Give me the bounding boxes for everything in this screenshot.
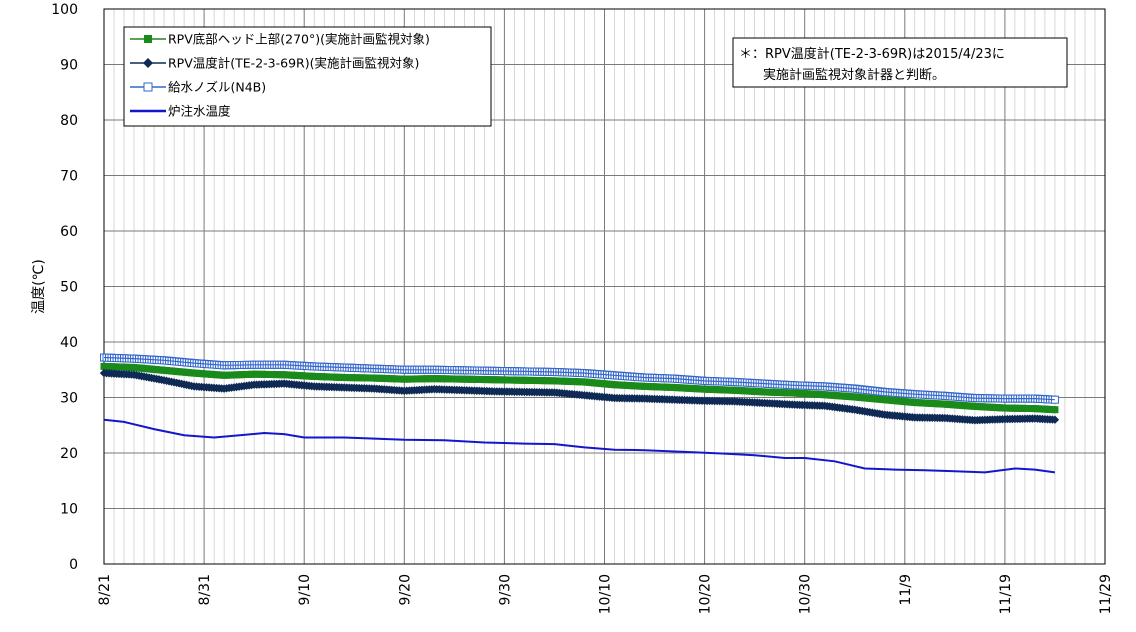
y-tick-label: 70: [60, 169, 78, 185]
legend-marker: [144, 35, 152, 43]
series-line: [103, 418, 1056, 474]
y-tick-label: 60: [60, 224, 78, 240]
legend-box: [123, 26, 492, 127]
series-line: [103, 365, 1055, 411]
x-tick-label: 10/20: [698, 574, 714, 614]
series-4: [103, 418, 1056, 474]
y-tick-label: 30: [60, 391, 78, 407]
legend-item-3: 給水ノズル(N4B): [130, 80, 266, 95]
x-tick-label: 10/30: [798, 574, 814, 614]
note-frame: [732, 37, 1068, 88]
series-line: [103, 356, 1055, 401]
y-tick-label: 100: [51, 2, 78, 18]
major-gridlines: [104, 9, 1105, 564]
legend-marker: [143, 82, 153, 92]
x-tick-label: 11/29: [1098, 574, 1114, 614]
x-tick-label: 9/20: [397, 574, 413, 605]
data-point: [1050, 415, 1060, 424]
legend-marker: [143, 58, 153, 68]
y-tick-label: 50: [60, 280, 78, 296]
y-tick-label: 40: [60, 335, 78, 351]
series-2: [99, 368, 1060, 425]
x-tick-label: 9/30: [497, 574, 513, 605]
y-tick-label: 20: [60, 446, 78, 462]
x-tick-label: 9/10: [297, 574, 313, 605]
y-tick-label: 80: [60, 113, 78, 129]
y-axis-label: 温度(℃): [31, 259, 47, 314]
series-line: [103, 372, 1055, 421]
legend-label: 給水ノズル(N4B): [168, 80, 266, 95]
legend-label: RPV底部ヘッド上部(270°)(実施計画監視対象): [168, 32, 430, 47]
y-tick-label: 10: [60, 502, 78, 518]
note-line-2: 実施計画監視対象計器と判断。: [763, 67, 945, 83]
series-layer: [99, 353, 1060, 474]
y-tick-label: 90: [60, 58, 78, 74]
data-point: [1051, 406, 1059, 414]
x-tick-label: 8/31: [197, 574, 213, 605]
legend-item-1: RPV底部ヘッド上部(270°)(実施計画監視対象): [130, 32, 430, 47]
legend-item-2: RPV温度計(TE-2-3-69R)(実施計画監視対象): [130, 56, 419, 71]
note-line-1: ＊：RPV温度計(TE-2-3-69R)は2015/4/23に: [739, 46, 1005, 62]
x-tick-label: 11/9: [898, 574, 914, 605]
legend: RPV底部ヘッド上部(270°)(実施計画監視対象) RPV温度計(TE-2-3-…: [123, 26, 492, 127]
legend-item-4: 炉注水温度: [130, 104, 231, 119]
x-tick-label: 11/19: [998, 574, 1014, 614]
x-tick-label: 8/21: [97, 574, 113, 605]
legend-label: RPV温度計(TE-2-3-69R)(実施計画監視対象): [168, 56, 419, 71]
series-3: [100, 353, 1059, 404]
x-tick-label: 10/10: [598, 574, 614, 614]
plot-frame: [103, 8, 1106, 565]
x-tick-labels: 8/21 8/31 9/10 9/20 9/30 10/10 10/20 10/30 11/9 1…: [97, 574, 1114, 614]
legend-label: 炉注水温度: [168, 104, 231, 119]
y-tick-labels: 0 10 20 30 40 50 60 70 80 90 100: [51, 2, 78, 573]
y-tick-label: 0: [69, 557, 78, 573]
note-box: ＊：RPV温度計(TE-2-3-69R)は2015/4/23に 実施計画監視対象…: [732, 37, 1068, 88]
series-1: [100, 362, 1059, 414]
